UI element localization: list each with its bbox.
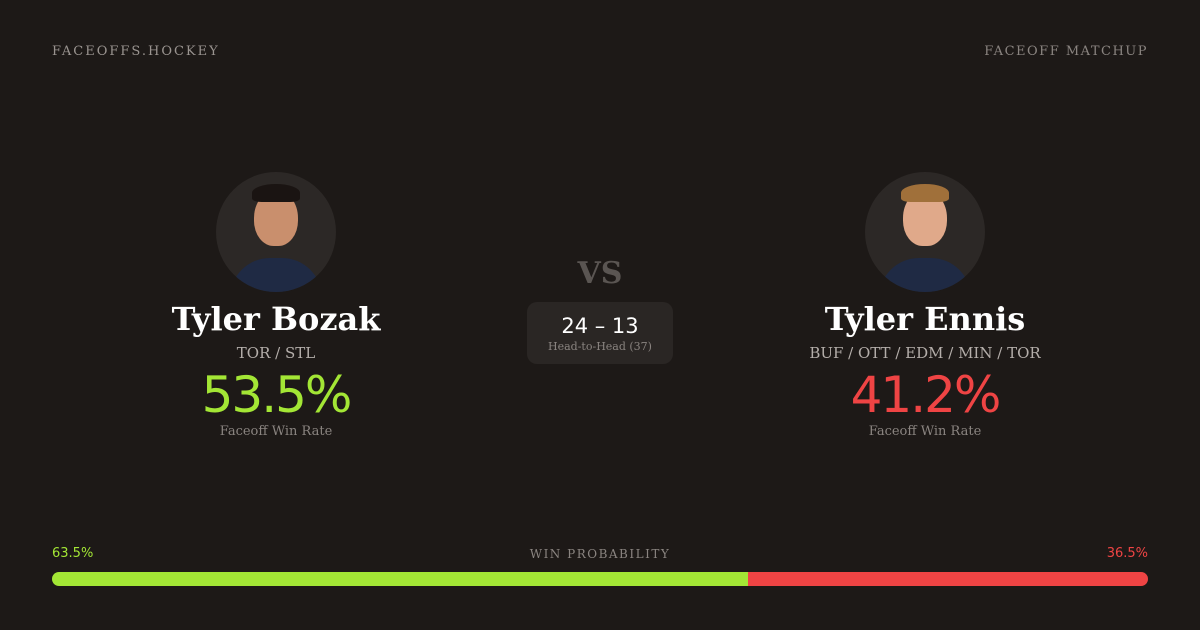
left-probability-fill xyxy=(52,572,748,586)
win-rate-label: Faceoff Win Rate xyxy=(219,424,333,439)
left-probability: 63.5% xyxy=(52,546,94,561)
head-to-head-score: 24 – 13 xyxy=(561,314,639,338)
win-rate: 41.2% xyxy=(850,366,1002,424)
player-name: Tyler Ennis xyxy=(824,300,1026,338)
head-to-head-card: 24 – 13 Head-to-Head (37) xyxy=(527,302,673,364)
player-avatar xyxy=(865,172,985,292)
right-probability-fill xyxy=(747,572,1148,586)
player-teams: BUF / OTT / EDM / MIN / TOR xyxy=(809,344,1041,362)
player-left: Tyler Bozak TOR / STL 53.5% Faceoff Win … xyxy=(76,172,476,439)
player-avatar xyxy=(216,172,336,292)
win-probability-bar xyxy=(52,572,1148,586)
site-brand: FACEOFFS.HOCKEY xyxy=(52,44,220,59)
right-probability: 36.5% xyxy=(1106,546,1148,561)
head-to-head-label: Head-to-Head (37) xyxy=(548,340,652,353)
win-rate-label: Faceoff Win Rate xyxy=(868,424,982,439)
vs-label: VS xyxy=(577,256,623,291)
player-right: Tyler Ennis BUF / OTT / EDM / MIN / TOR … xyxy=(725,172,1125,439)
player-name: Tyler Bozak xyxy=(171,300,381,338)
win-probability-label: WIN PROBABILITY xyxy=(529,547,671,561)
page-tag: FACEOFF MATCHUP xyxy=(984,44,1148,59)
player-teams: TOR / STL xyxy=(236,344,316,362)
win-rate: 53.5% xyxy=(201,366,353,424)
